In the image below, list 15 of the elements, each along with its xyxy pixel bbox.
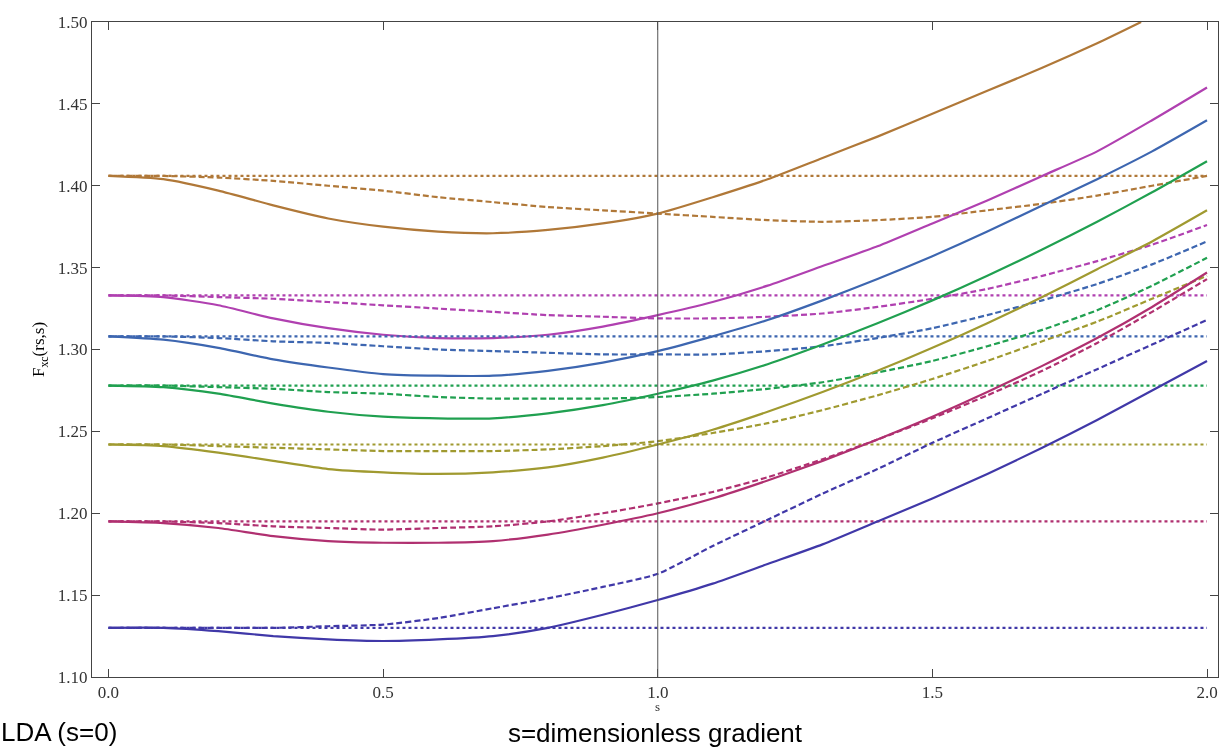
y-tick-label: 1.20	[57, 504, 88, 524]
y-tick-label: 1.40	[57, 176, 88, 196]
x-tick-label: 2.0	[1196, 683, 1218, 703]
y-tick-label: 1.50	[57, 12, 88, 32]
y-tick-label: 1.35	[57, 258, 88, 278]
text: LDA (s=0)	[1, 717, 118, 747]
y-tick-label: 1.25	[57, 422, 88, 442]
y-tick-label: 1.45	[57, 94, 88, 114]
x-axis-title: s=dimensionless gradient	[507, 718, 803, 749]
x-tick-label: 1.5	[921, 683, 944, 703]
x-tick-label: 0.5	[372, 683, 394, 703]
y-tick-label: 1.30	[57, 340, 88, 360]
x-tick-label: 0.0	[97, 683, 120, 703]
y-tick-label: 1.15	[57, 586, 88, 606]
y-tick-label: 1.10	[57, 667, 88, 687]
